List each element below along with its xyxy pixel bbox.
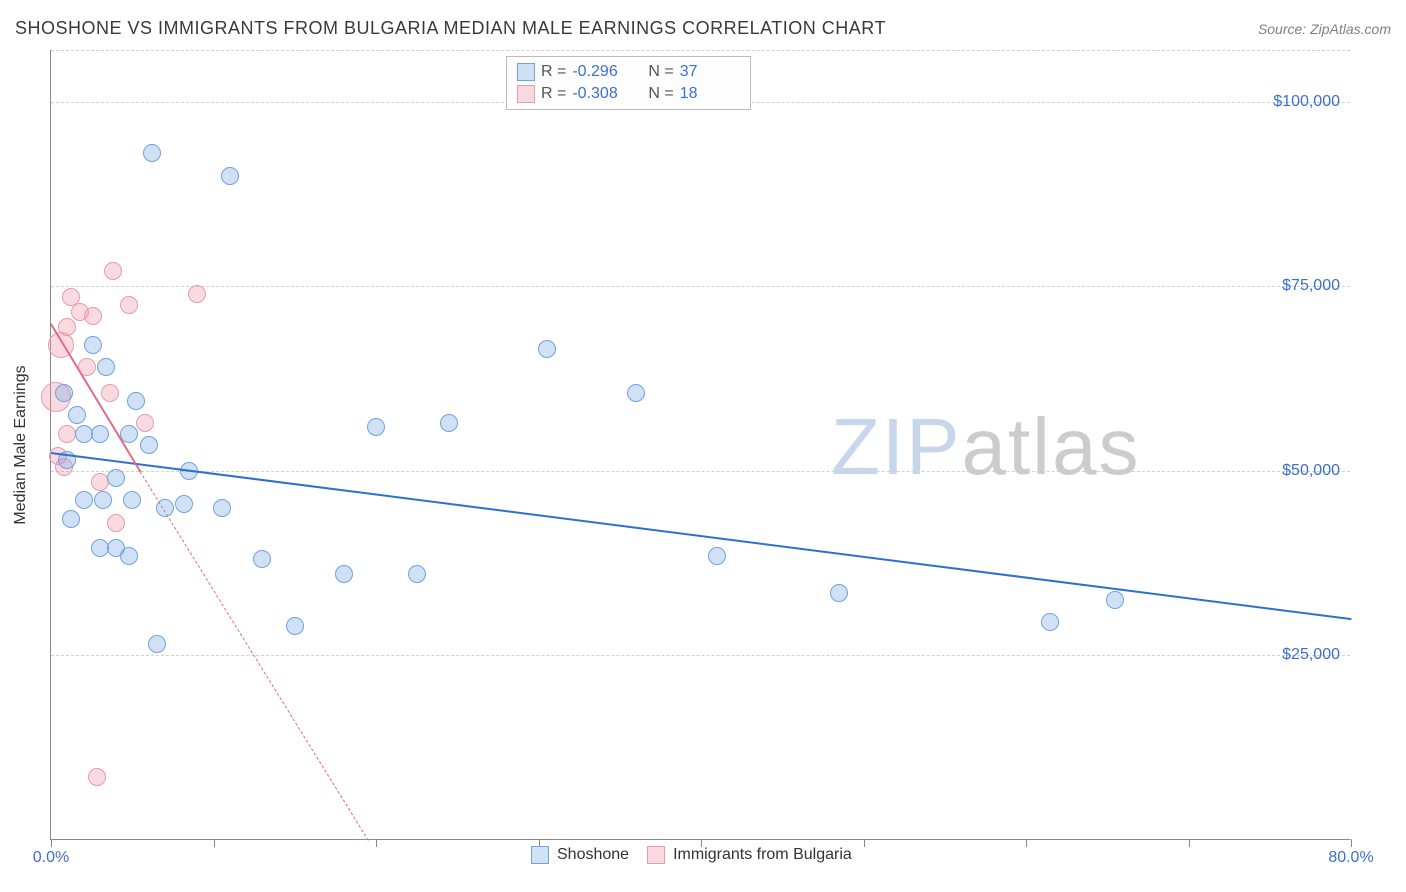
data-point: [120, 547, 138, 565]
series-legend: Shoshone Immigrants from Bulgaria: [531, 846, 852, 864]
data-point: [538, 340, 556, 358]
data-point: [91, 473, 109, 491]
gridline: [51, 471, 1350, 472]
data-point: [123, 491, 141, 509]
legend-swatch: [531, 846, 549, 864]
source-attribution: Source: ZipAtlas.com: [1258, 21, 1391, 37]
data-point: [253, 550, 271, 568]
y-tick-label: $25,000: [1282, 646, 1340, 664]
trend-line: [51, 452, 1351, 620]
data-point: [68, 406, 86, 424]
legend-row: R = -0.308 N = 18: [517, 83, 740, 105]
data-point: [107, 514, 125, 532]
data-point: [136, 414, 154, 432]
data-point: [175, 495, 193, 513]
r-label: R =: [541, 85, 566, 103]
n-value: 18: [680, 85, 740, 103]
gridline: [51, 286, 1350, 287]
data-point: [107, 469, 125, 487]
y-axis-label: Median Male Earnings: [12, 365, 30, 524]
data-point: [367, 418, 385, 436]
legend-label: Shoshone: [557, 846, 629, 864]
data-point: [213, 499, 231, 517]
data-point: [127, 392, 145, 410]
n-label: N =: [648, 63, 673, 81]
y-tick-label: $100,000: [1273, 93, 1340, 111]
data-point: [286, 617, 304, 635]
x-tick: [376, 839, 377, 847]
data-point: [143, 144, 161, 162]
data-point: [101, 384, 119, 402]
data-point: [62, 510, 80, 528]
y-tick-label: $50,000: [1282, 462, 1340, 480]
gridline: [51, 50, 1350, 51]
data-point: [148, 635, 166, 653]
data-point: [188, 285, 206, 303]
data-point: [84, 307, 102, 325]
legend-swatch: [517, 85, 535, 103]
legend-swatch: [647, 846, 665, 864]
legend-row: R = -0.296 N = 37: [517, 61, 740, 83]
x-tick: [51, 839, 52, 847]
x-tick-label: 0.0%: [33, 849, 69, 867]
data-point: [88, 768, 106, 786]
correlation-legend: R = -0.296 N = 37 R = -0.308 N = 18: [506, 56, 751, 110]
data-point: [94, 491, 112, 509]
r-value: -0.308: [572, 85, 632, 103]
data-point: [440, 414, 458, 432]
data-point: [1041, 613, 1059, 631]
data-point: [221, 167, 239, 185]
plot-area: Median Male Earnings $25,000$50,000$75,0…: [50, 50, 1350, 840]
data-point: [627, 384, 645, 402]
x-tick-label: 80.0%: [1328, 849, 1373, 867]
data-point: [140, 436, 158, 454]
data-point: [97, 358, 115, 376]
legend-item: Immigrants from Bulgaria: [647, 846, 852, 864]
r-label: R =: [541, 63, 566, 81]
x-tick: [864, 839, 865, 847]
legend-label: Immigrants from Bulgaria: [673, 846, 852, 864]
legend-swatch: [517, 63, 535, 81]
gridline: [51, 655, 1350, 656]
x-tick: [1351, 839, 1352, 847]
r-value: -0.296: [572, 63, 632, 81]
legend-item: Shoshone: [531, 846, 629, 864]
data-point: [55, 384, 73, 402]
data-point: [75, 491, 93, 509]
n-value: 37: [680, 63, 740, 81]
data-point: [91, 425, 109, 443]
data-point: [335, 565, 353, 583]
data-point: [708, 547, 726, 565]
chart-title: SHOSHONE VS IMMIGRANTS FROM BULGARIA MED…: [15, 18, 886, 39]
data-point: [84, 336, 102, 354]
data-point: [830, 584, 848, 602]
data-point: [104, 262, 122, 280]
x-tick: [214, 839, 215, 847]
watermark: ZIPatlas: [831, 401, 1140, 493]
data-point: [1106, 591, 1124, 609]
x-tick: [1026, 839, 1027, 847]
y-tick-label: $75,000: [1282, 277, 1340, 295]
data-point: [120, 296, 138, 314]
n-label: N =: [648, 85, 673, 103]
x-tick: [1189, 839, 1190, 847]
data-point: [408, 565, 426, 583]
chart-header: SHOSHONE VS IMMIGRANTS FROM BULGARIA MED…: [15, 18, 1391, 39]
